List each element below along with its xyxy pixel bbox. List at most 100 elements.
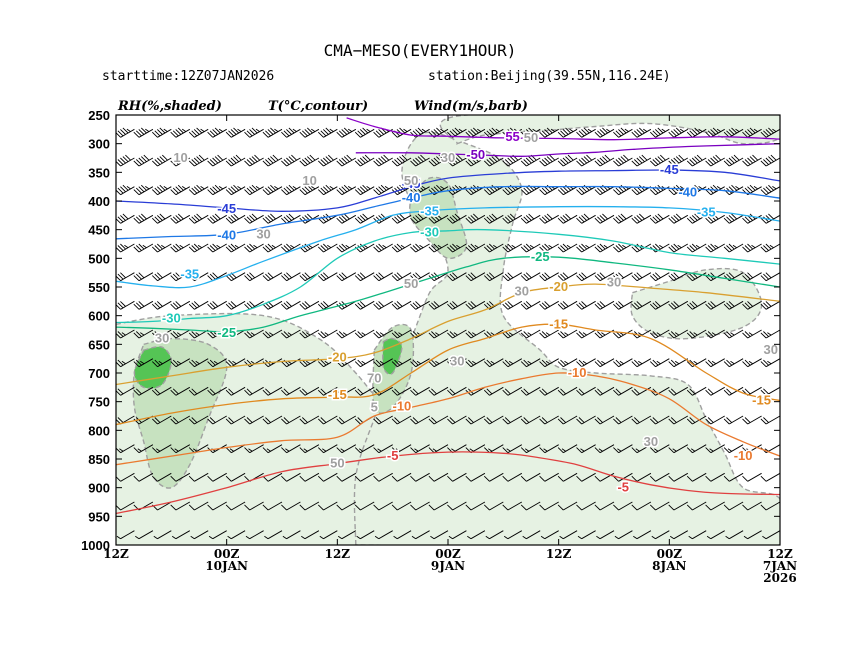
temp-contour-label: -40 xyxy=(678,184,697,199)
wind-barb xyxy=(116,184,135,196)
y-tick-label: 700 xyxy=(88,366,110,381)
wind-barb xyxy=(354,127,375,138)
rh-contour-label: 50 xyxy=(524,130,538,145)
wind-barb xyxy=(354,272,375,282)
rh-contour-label: 30 xyxy=(764,342,778,357)
wind-barb xyxy=(483,358,504,368)
wind-barb xyxy=(485,530,504,540)
temp-contour-label: -5 xyxy=(387,448,399,463)
wind-barb xyxy=(502,501,523,511)
wind-barb xyxy=(649,127,670,138)
wind-barb xyxy=(262,184,283,196)
wind-barb xyxy=(299,184,320,196)
wind-barb xyxy=(133,472,154,482)
temp-contour-label: -25 xyxy=(531,249,550,264)
wind-barb xyxy=(410,329,430,339)
temp-contour-label: -10 xyxy=(734,448,753,463)
wind-barb xyxy=(668,472,689,482)
wind-barb xyxy=(151,272,172,282)
wind-barb xyxy=(151,300,172,310)
wind-barb xyxy=(705,154,725,167)
wind-barb xyxy=(465,472,486,482)
wind-barb xyxy=(301,530,320,540)
wind-barb xyxy=(337,530,357,540)
wind-barb xyxy=(723,444,744,454)
wind-barb xyxy=(373,472,393,482)
wind-barb xyxy=(336,243,357,253)
wind-barb xyxy=(613,184,633,196)
wind-barb xyxy=(668,127,689,138)
wind-barb xyxy=(723,154,744,167)
wind-barb xyxy=(428,329,449,339)
wind-barb xyxy=(686,444,707,454)
wind-barb xyxy=(262,213,283,224)
wind-barb xyxy=(151,444,172,454)
wind-barb xyxy=(133,127,154,138)
wind-barb xyxy=(742,154,762,167)
wind-barb xyxy=(557,243,578,253)
rh-contour-label: 30 xyxy=(607,274,621,289)
temp-contour-label: -45 xyxy=(660,162,679,177)
wind-barb xyxy=(151,415,172,425)
wind-barb xyxy=(336,127,357,138)
wind-barb xyxy=(557,272,578,282)
wind-barb xyxy=(483,501,504,511)
wind-barb xyxy=(225,358,246,368)
wind-barb xyxy=(410,300,430,310)
wind-barb xyxy=(613,127,633,138)
wind-barb xyxy=(133,184,154,196)
wind-barb xyxy=(317,154,338,167)
wind-barb xyxy=(576,127,596,138)
temp-contour-40 xyxy=(116,185,780,240)
wind-barb xyxy=(539,386,559,396)
wind-barb xyxy=(557,184,578,196)
temp-contour-35 xyxy=(116,205,780,289)
wind-barb xyxy=(281,300,301,310)
x-tick-label: 00Z xyxy=(435,547,461,561)
wind-barb xyxy=(225,300,246,310)
wind-barb xyxy=(613,272,633,282)
wind-barb xyxy=(336,358,357,368)
wind-barb xyxy=(207,300,227,310)
wind-barb xyxy=(557,300,578,310)
wind-barb xyxy=(520,386,541,396)
wind-barb xyxy=(188,358,209,368)
wind-barb xyxy=(465,501,486,511)
wind-barb xyxy=(483,272,504,282)
wind-barb xyxy=(594,386,615,396)
wind-barb xyxy=(354,472,375,482)
temp-contour-label: -15 xyxy=(549,316,568,331)
wind-barb xyxy=(188,213,209,224)
wind-barb xyxy=(705,358,725,368)
wind-barb xyxy=(705,444,725,454)
wind-barb xyxy=(336,472,357,482)
wind-barb xyxy=(465,154,486,167)
wind-barb xyxy=(170,329,191,339)
wind-barb xyxy=(225,472,246,482)
wind-barb xyxy=(244,386,264,396)
wind-barb xyxy=(557,329,578,339)
wind-barb xyxy=(668,444,689,454)
wind-barb xyxy=(465,415,486,425)
wind-barb xyxy=(262,415,283,425)
wind-barb xyxy=(133,386,154,396)
wind-barb xyxy=(373,272,393,282)
wind-barb xyxy=(190,530,209,540)
wind-barb xyxy=(502,358,523,368)
wind-barb xyxy=(743,530,762,540)
wind-barb xyxy=(262,243,283,253)
wind-barb xyxy=(428,127,449,138)
wind-barb xyxy=(594,213,615,224)
wind-barb xyxy=(391,329,412,339)
wind-barb xyxy=(502,300,523,310)
wind-barb xyxy=(447,358,467,368)
wind-barb xyxy=(576,272,596,282)
wind-barb xyxy=(151,127,172,138)
wind-barb xyxy=(520,444,541,454)
wind-barb xyxy=(705,386,725,396)
wind-barb xyxy=(428,358,449,368)
wind-barb xyxy=(742,184,762,196)
wind-barb xyxy=(723,358,744,368)
wind-barb xyxy=(116,127,135,138)
y-tick-label: 500 xyxy=(88,251,110,266)
